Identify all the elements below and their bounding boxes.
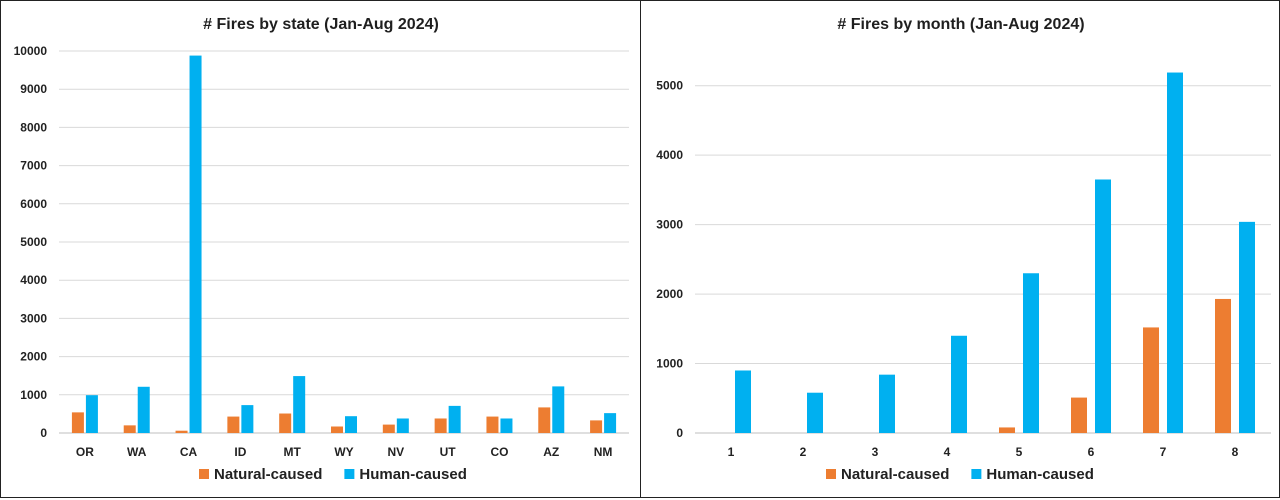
y-tick-label: 1000: [656, 357, 683, 371]
bar-human-nm: [604, 413, 617, 433]
bar-natural-nv: [382, 424, 395, 433]
y-tick-label: 0: [676, 426, 683, 440]
bar-human-3: [879, 374, 895, 433]
x-tick-label: 1: [728, 445, 735, 459]
y-tick-label: 10000: [14, 44, 48, 58]
y-tick-label: 8000: [20, 120, 47, 134]
x-tick-label: 8: [1232, 445, 1239, 459]
x-tick-label: UT: [440, 445, 457, 459]
legend-label: Natural-caused: [841, 466, 949, 483]
bar-human-wa: [137, 386, 150, 433]
x-tick-label: CA: [180, 445, 198, 459]
legend-label: Natural-caused: [214, 466, 322, 483]
y-tick-label: 6000: [20, 197, 47, 211]
bar-human-az: [552, 386, 565, 433]
bar-natural-5: [999, 427, 1015, 433]
x-tick-label: 5: [1016, 445, 1023, 459]
bar-human-mt: [293, 376, 306, 433]
bar-natural-nm: [590, 420, 603, 433]
bar-natural-8: [1215, 298, 1231, 433]
x-tick-label: 3: [872, 445, 879, 459]
month-chart: # Fires by month (Jan-Aug 2024) 0 1000 2000…: [656, 16, 1271, 483]
bar-human-ca: [189, 55, 202, 434]
bar-human-ut: [448, 405, 461, 433]
y-tick-label: 1000: [20, 388, 47, 402]
bar-natural-co: [486, 416, 499, 433]
y-tick-label: 2000: [656, 287, 683, 301]
bar-natural-ut: [434, 418, 447, 433]
bar-human-7: [1167, 72, 1183, 433]
bar-human-5: [1023, 273, 1039, 433]
month-chart-panel: # Fires by month (Jan-Aug 2024) 0 1000 2000…: [640, 0, 1280, 498]
state-chart: # Fires by state (Jan-Aug 2024) 0 1000 2000…: [14, 16, 629, 483]
x-tick-label: NV: [387, 445, 404, 459]
bar-human-1: [735, 370, 751, 433]
x-tick-label: 6: [1088, 445, 1095, 459]
x-tick-label: WY: [334, 445, 353, 459]
y-tick-label: 5000: [656, 79, 683, 93]
y-tick-label: 3000: [20, 311, 47, 325]
x-tick-label: OR: [76, 445, 94, 459]
x-tick-label: 7: [1160, 445, 1167, 459]
y-tick-label: 9000: [20, 82, 47, 96]
y-tick-label: 3000: [656, 218, 683, 232]
x-tick-label: CO: [490, 445, 508, 459]
bar-human-wy: [345, 416, 357, 433]
y-tick-label: 4000: [656, 148, 683, 162]
legend-label: Human-caused: [986, 466, 1094, 483]
bar-natural-id: [227, 416, 240, 433]
legend-swatch: [344, 469, 355, 479]
bar-natural-or: [71, 412, 84, 433]
bar-natural-wy: [331, 426, 343, 433]
y-tick-label: 5000: [20, 235, 47, 249]
bar-human-4: [951, 335, 967, 433]
x-tick-label: WA: [127, 445, 147, 459]
legend-swatch: [826, 469, 836, 479]
bar-natural-az: [538, 407, 551, 433]
bar-natural-ca: [175, 430, 188, 433]
bar-natural-mt: [279, 413, 292, 433]
bar-human-nv: [396, 418, 409, 433]
x-tick-label: AZ: [543, 445, 559, 459]
bar-natural-6: [1071, 397, 1087, 433]
x-tick-label: NM: [594, 445, 613, 459]
bar-natural-7: [1143, 327, 1159, 433]
y-tick-label: 2000: [20, 350, 47, 364]
y-tick-label: 4000: [20, 273, 47, 287]
y-tick-label: 7000: [20, 159, 47, 173]
y-tick-label: 0: [40, 426, 47, 440]
bar-human-8: [1239, 221, 1255, 433]
bar-human-2: [807, 392, 823, 433]
bar-natural-wa: [123, 425, 136, 433]
bar-human-6: [1095, 179, 1111, 433]
x-tick-label: 4: [944, 445, 951, 459]
bar-human-id: [241, 405, 254, 433]
legend-swatch: [199, 469, 209, 479]
x-tick-label: ID: [234, 445, 246, 459]
legend-label: Human-caused: [359, 466, 467, 483]
bar-human-co: [500, 418, 513, 433]
x-tick-label: MT: [284, 445, 302, 459]
x-tick-label: 2: [800, 445, 807, 459]
bar-human-or: [85, 395, 98, 433]
chart-title: # Fires by state (Jan-Aug 2024): [203, 16, 439, 33]
legend-swatch: [971, 469, 982, 479]
state-chart-panel: # Fires by state (Jan-Aug 2024) 0 1000 2000…: [0, 0, 641, 498]
chart-title: # Fires by month (Jan-Aug 2024): [837, 16, 1084, 33]
